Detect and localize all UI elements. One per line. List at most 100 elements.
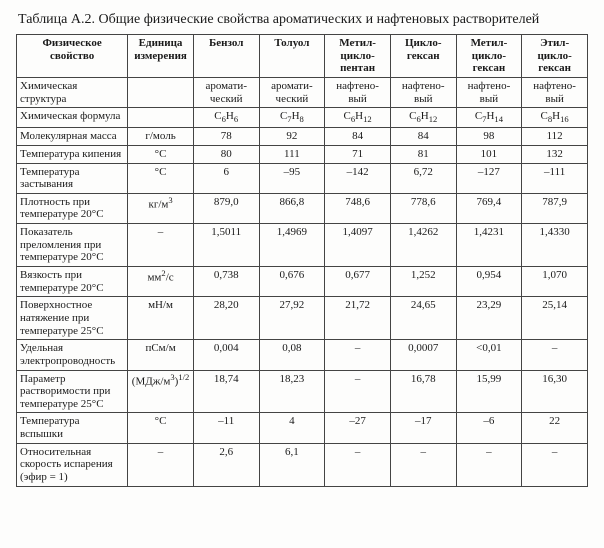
cell-value: –17 bbox=[390, 413, 456, 443]
cell-unit: г/моль bbox=[128, 128, 194, 146]
cell-value: 879,0 bbox=[193, 193, 259, 223]
cell-value: –11 bbox=[193, 413, 259, 443]
cell-value: C6H12 bbox=[325, 108, 391, 128]
table-row: Температура кипения°C801117181101132 bbox=[17, 145, 588, 163]
cell-value: нафтено-вый bbox=[456, 77, 522, 107]
solvent-properties-table: Физическое свойство Единица измерения Бе… bbox=[16, 34, 588, 487]
cell-value: –27 bbox=[325, 413, 391, 443]
cell-value: 78 bbox=[193, 128, 259, 146]
col-solvent-5: Этил-цикло-гексан bbox=[522, 35, 588, 78]
cell-value: 98 bbox=[456, 128, 522, 146]
col-property: Физическое свойство bbox=[17, 35, 128, 78]
cell-value: 4 bbox=[259, 413, 325, 443]
cell-value: 21,72 bbox=[325, 297, 391, 340]
cell-value: 6 bbox=[193, 163, 259, 193]
cell-value: 101 bbox=[456, 145, 522, 163]
table-body: Химическая структурааромати-ческийаромат… bbox=[17, 77, 588, 486]
cell-value: 769,4 bbox=[456, 193, 522, 223]
cell-value: 0,0007 bbox=[390, 340, 456, 370]
cell-value: 111 bbox=[259, 145, 325, 163]
cell-value: 1,5011 bbox=[193, 224, 259, 267]
cell-property: Относительная скорость испарения (эфир =… bbox=[17, 443, 128, 486]
cell-value: 84 bbox=[390, 128, 456, 146]
cell-value: 92 bbox=[259, 128, 325, 146]
cell-value: –142 bbox=[325, 163, 391, 193]
table-caption: Таблица А.2. Общие физические свойства а… bbox=[18, 12, 588, 28]
cell-property: Температура вспышки bbox=[17, 413, 128, 443]
cell-value: C6H12 bbox=[390, 108, 456, 128]
cell-unit: мН/м bbox=[128, 297, 194, 340]
cell-value: 748,6 bbox=[325, 193, 391, 223]
col-solvent-3: Цикло-гексан bbox=[390, 35, 456, 78]
table-row: Относительная скорость испарения (эфир =… bbox=[17, 443, 588, 486]
cell-value: 0,677 bbox=[325, 267, 391, 297]
cell-property: Химическая структура bbox=[17, 77, 128, 107]
cell-value: C7H8 bbox=[259, 108, 325, 128]
cell-value: – bbox=[522, 443, 588, 486]
cell-value: C7H14 bbox=[456, 108, 522, 128]
col-unit: Единица измерения bbox=[128, 35, 194, 78]
cell-value: 787,9 bbox=[522, 193, 588, 223]
cell-value: <0,01 bbox=[456, 340, 522, 370]
col-solvent-4: Метил-цикло-гексан bbox=[456, 35, 522, 78]
cell-property: Температура кипения bbox=[17, 145, 128, 163]
cell-unit bbox=[128, 108, 194, 128]
cell-unit: – bbox=[128, 224, 194, 267]
cell-property: Параметр растворимости при температуре 2… bbox=[17, 370, 128, 413]
cell-value: 778,6 bbox=[390, 193, 456, 223]
table-row: Удельная электропроводностьпСм/м0,0040,0… bbox=[17, 340, 588, 370]
cell-value: 1,4231 bbox=[456, 224, 522, 267]
cell-value: 2,6 bbox=[193, 443, 259, 486]
cell-value: 0,004 bbox=[193, 340, 259, 370]
cell-value: –6 bbox=[456, 413, 522, 443]
cell-property: Химическая формула bbox=[17, 108, 128, 128]
cell-unit: пСм/м bbox=[128, 340, 194, 370]
cell-value: аромати-ческий bbox=[193, 77, 259, 107]
header-row: Физическое свойство Единица измерения Бе… bbox=[17, 35, 588, 78]
cell-value: 28,20 bbox=[193, 297, 259, 340]
cell-value: C6H6 bbox=[193, 108, 259, 128]
cell-value: 27,92 bbox=[259, 297, 325, 340]
cell-value: 71 bbox=[325, 145, 391, 163]
cell-value: 6,1 bbox=[259, 443, 325, 486]
cell-value: 132 bbox=[522, 145, 588, 163]
cell-property: Поверхностное натяжение при температуре … bbox=[17, 297, 128, 340]
cell-value: 1,4330 bbox=[522, 224, 588, 267]
cell-value: – bbox=[325, 370, 391, 413]
cell-unit: °C bbox=[128, 163, 194, 193]
cell-value: 16,78 bbox=[390, 370, 456, 413]
table-row: Молекулярная массаг/моль7892848498112 bbox=[17, 128, 588, 146]
cell-value: 80 bbox=[193, 145, 259, 163]
cell-value: 0,08 bbox=[259, 340, 325, 370]
cell-value: – bbox=[325, 340, 391, 370]
cell-value: 1,4969 bbox=[259, 224, 325, 267]
cell-value: 23,29 bbox=[456, 297, 522, 340]
table-row: Химическая формулаC6H6C7H8C6H12C6H12C7H1… bbox=[17, 108, 588, 128]
cell-value: –95 bbox=[259, 163, 325, 193]
cell-value: –111 bbox=[522, 163, 588, 193]
cell-value: 1,4262 bbox=[390, 224, 456, 267]
col-solvent-1: Толуол bbox=[259, 35, 325, 78]
cell-value: 0,676 bbox=[259, 267, 325, 297]
cell-value: C8H16 bbox=[522, 108, 588, 128]
cell-property: Молекулярная масса bbox=[17, 128, 128, 146]
cell-value: 1,252 bbox=[390, 267, 456, 297]
cell-value: нафтено-вый bbox=[390, 77, 456, 107]
cell-unit: мм2/с bbox=[128, 267, 194, 297]
cell-property: Плотность при температуре 20°С bbox=[17, 193, 128, 223]
col-solvent-2: Метил-цикло-пентан bbox=[325, 35, 391, 78]
cell-unit: кг/м3 bbox=[128, 193, 194, 223]
cell-value: 18,23 bbox=[259, 370, 325, 413]
cell-property: Вязкость при температуре 20°С bbox=[17, 267, 128, 297]
table-row: Плотность при температуре 20°Скг/м3879,0… bbox=[17, 193, 588, 223]
cell-value: 16,30 bbox=[522, 370, 588, 413]
table-row: Химическая структурааромати-ческийаромат… bbox=[17, 77, 588, 107]
col-solvent-0: Бензол bbox=[193, 35, 259, 78]
cell-property: Удельная электропроводность bbox=[17, 340, 128, 370]
cell-property: Показатель преломления при температуре 2… bbox=[17, 224, 128, 267]
cell-value: 1,4097 bbox=[325, 224, 391, 267]
cell-unit: (МДж/м3)1/2 bbox=[128, 370, 194, 413]
cell-value: – bbox=[325, 443, 391, 486]
cell-value: – bbox=[522, 340, 588, 370]
cell-value: 84 bbox=[325, 128, 391, 146]
